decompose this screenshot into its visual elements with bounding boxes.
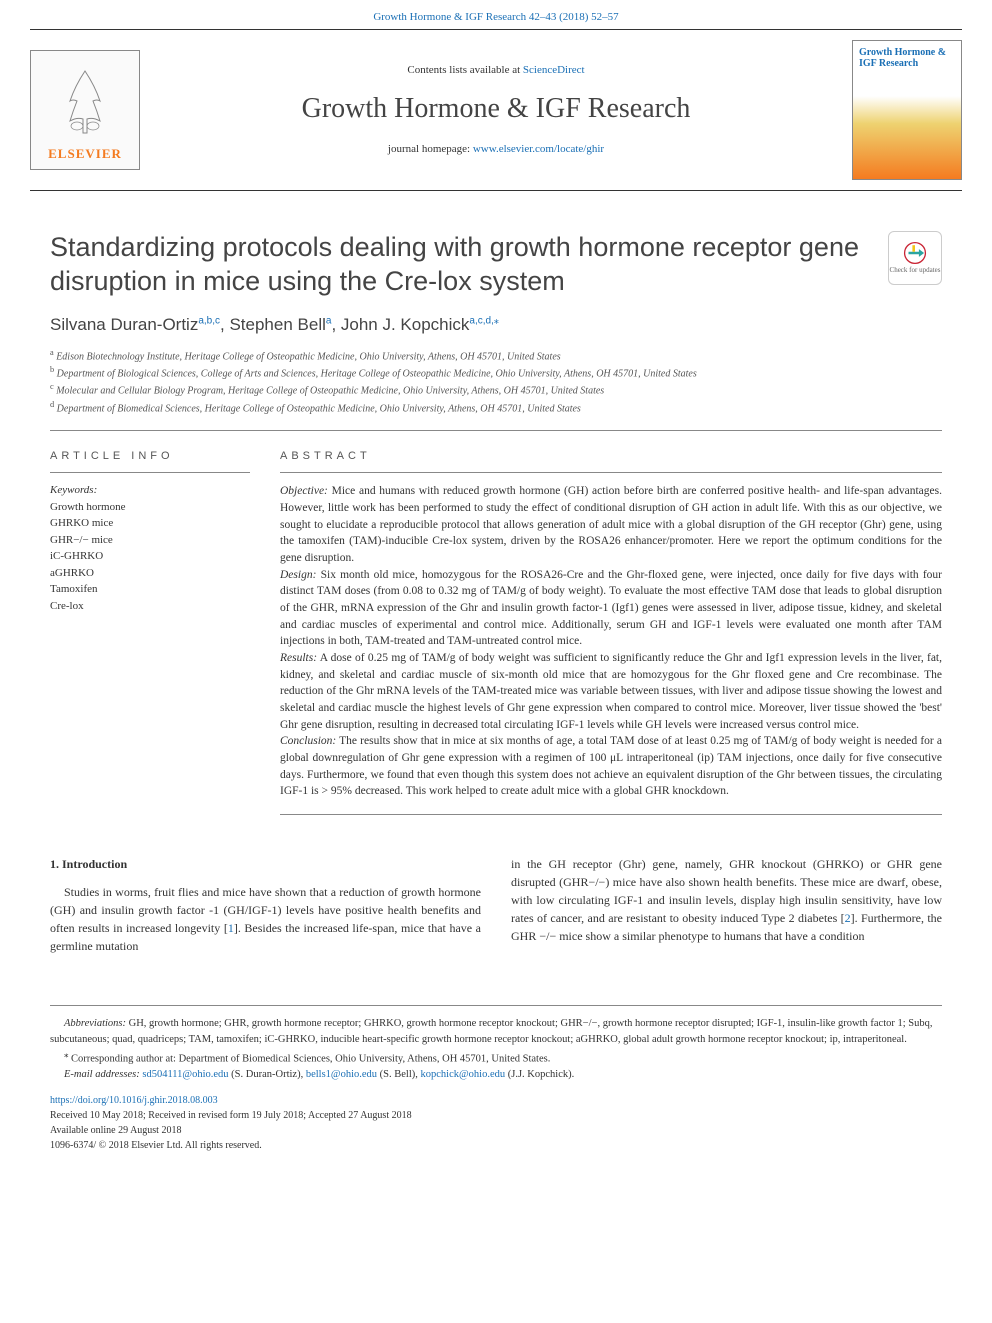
keywords-label: Keywords: — [50, 483, 250, 498]
abbrev-label: Abbreviations: — [64, 1018, 126, 1029]
results-label: Results: — [280, 652, 317, 664]
objective-text: Mice and humans with reduced growth horm… — [280, 485, 942, 564]
masthead-center: Contents lists available at ScienceDirec… — [140, 63, 852, 157]
conclusion-text: The results show that in mice at six mon… — [280, 735, 942, 797]
email-link[interactable]: kopchick@ohio.edu — [421, 1069, 506, 1080]
running-head-link[interactable]: Growth Hormone & IGF Research 42–43 (201… — [373, 11, 618, 23]
journal-cover-thumbnail[interactable]: Growth Hormone & IGF Research — [852, 40, 962, 180]
journal-name: Growth Hormone & IGF Research — [140, 89, 852, 128]
footnotes: Abbreviations: GH, growth hormone; GHR, … — [50, 1005, 942, 1083]
sciencedirect-link[interactable]: ScienceDirect — [523, 64, 585, 76]
divider — [280, 814, 942, 815]
email-link[interactable]: bells1@ohio.edu — [306, 1069, 377, 1080]
design-label: Design: — [280, 569, 316, 581]
doi-link[interactable]: https://doi.org/10.1016/j.ghir.2018.08.0… — [50, 1095, 218, 1106]
masthead: ELSEVIER Contents lists available at Sci… — [30, 29, 962, 191]
article-info-column: ARTICLE INFO Keywords: Growth hormoneGHR… — [50, 449, 250, 825]
crossmark-icon — [902, 240, 928, 266]
homepage-link[interactable]: www.elsevier.com/locate/ghir — [473, 143, 604, 155]
abbreviations-footnote: Abbreviations: GH, growth hormone; GHR, … — [50, 1016, 942, 1048]
intro-left-column: 1. Introduction Studies in worms, fruit … — [50, 855, 481, 955]
abbrev-text: GH, growth hormone; GHR, growth hormone … — [50, 1018, 933, 1045]
article-title: Standardizing protocols dealing with gro… — [50, 231, 868, 299]
divider — [280, 472, 942, 473]
info-abstract-row: ARTICLE INFO Keywords: Growth hormoneGHR… — [50, 449, 942, 825]
corr-text: Corresponding author at: Department of B… — [68, 1053, 550, 1064]
corresponding-author-footnote: ⁎ Corresponding author at: Department of… — [50, 1048, 942, 1067]
affiliations: a Edison Biotechnology Institute, Herita… — [50, 347, 942, 416]
homepage-prefix: journal homepage: — [388, 143, 473, 155]
conclusion-label: Conclusion: — [280, 735, 336, 747]
running-head: Growth Hormone & IGF Research 42–43 (201… — [0, 0, 992, 29]
introduction-section: 1. Introduction Studies in worms, fruit … — [50, 855, 942, 955]
abstract-heading: ABSTRACT — [280, 449, 942, 464]
elsevier-label: ELSEVIER — [48, 145, 122, 163]
copyright-line: 1096-6374/ © 2018 Elsevier Ltd. All righ… — [50, 1138, 942, 1153]
divider — [50, 430, 942, 431]
results-text: A dose of 0.25 mg of TAM/g of body weigh… — [280, 652, 942, 731]
abstract-text: Objective: Mice and humans with reduced … — [280, 483, 942, 800]
keywords-list: Growth hormoneGHRKO miceGHR−/− miceiC-GH… — [50, 499, 250, 615]
article-body: Standardizing protocols dealing with gro… — [0, 191, 992, 975]
available-online-line: Available online 29 August 2018 — [50, 1123, 942, 1138]
email-link[interactable]: sd504111@ohio.edu — [142, 1069, 228, 1080]
abstract-column: ABSTRACT Objective: Mice and humans with… — [280, 449, 942, 825]
history-line: Received 10 May 2018; Received in revise… — [50, 1108, 942, 1123]
title-row: Standardizing protocols dealing with gro… — [50, 231, 942, 299]
article-info-heading: ARTICLE INFO — [50, 449, 250, 464]
design-text: Six month old mice, homozygous for the R… — [280, 569, 942, 648]
homepage-line: journal homepage: www.elsevier.com/locat… — [140, 142, 852, 157]
emails-footnote: E-mail addresses: sd504111@ohio.edu (S. … — [50, 1067, 942, 1083]
intro-heading: 1. Introduction — [50, 855, 481, 873]
objective-label: Objective: — [280, 485, 328, 497]
check-for-updates-badge[interactable]: Check for updates — [888, 231, 942, 285]
contents-line: Contents lists available at ScienceDirec… — [140, 63, 852, 78]
journal-cover-title: Growth Hormone & IGF Research — [859, 47, 955, 69]
intro-right-column: in the GH receptor (Ghr) gene, namely, G… — [511, 855, 942, 955]
divider — [50, 472, 250, 473]
authors: Silvana Duran-Ortiza,b,c, Stephen Bella,… — [50, 313, 942, 337]
elsevier-logo[interactable]: ELSEVIER — [30, 50, 140, 170]
contents-prefix: Contents lists available at — [407, 64, 522, 76]
elsevier-tree-icon — [55, 61, 115, 141]
article-meta: https://doi.org/10.1016/j.ghir.2018.08.0… — [50, 1093, 942, 1153]
check-updates-label: Check for updates — [890, 266, 941, 276]
